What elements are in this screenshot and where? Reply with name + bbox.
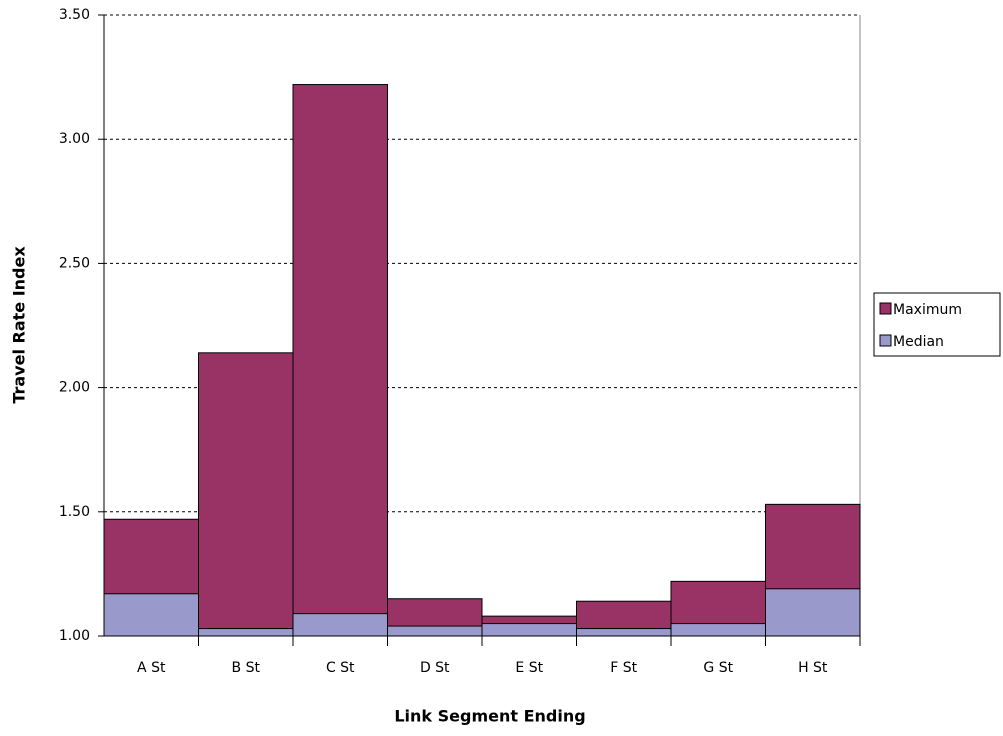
y-tick-label: 2.00 xyxy=(59,380,90,396)
x-tick-label: E St xyxy=(515,660,543,676)
bar xyxy=(481,623,577,637)
x-axis-title: Link Segment Ending xyxy=(394,707,585,726)
x-tick-label: F St xyxy=(610,660,637,676)
x-tick-label: B St xyxy=(232,660,261,676)
x-tick-label: C St xyxy=(326,660,355,676)
bar xyxy=(292,84,388,637)
y-tick-label: 1.50 xyxy=(59,504,90,520)
bar xyxy=(670,623,766,637)
legend-swatch xyxy=(879,334,892,347)
bar xyxy=(765,588,861,637)
bar xyxy=(198,352,294,637)
bar xyxy=(387,625,483,637)
bar xyxy=(198,628,294,637)
x-tick-label: G St xyxy=(703,660,733,676)
y-tick-label: 3.00 xyxy=(59,131,90,147)
y-tick-label: 3.50 xyxy=(59,7,90,23)
legend-swatch xyxy=(879,302,892,315)
y-tick-label: 2.50 xyxy=(59,255,90,271)
y-axis-title: Travel Rate Index xyxy=(10,246,29,404)
bar xyxy=(292,613,388,637)
x-tick-label: H St xyxy=(798,660,828,676)
legend-box xyxy=(873,292,1001,357)
bar xyxy=(576,628,672,637)
legend-label: Median xyxy=(893,334,944,350)
x-tick-label: D St xyxy=(420,660,450,676)
legend-label: Maximum xyxy=(893,302,962,318)
bar xyxy=(103,593,199,637)
x-tick-label: A St xyxy=(137,660,166,676)
y-tick-label: 1.00 xyxy=(59,628,90,644)
